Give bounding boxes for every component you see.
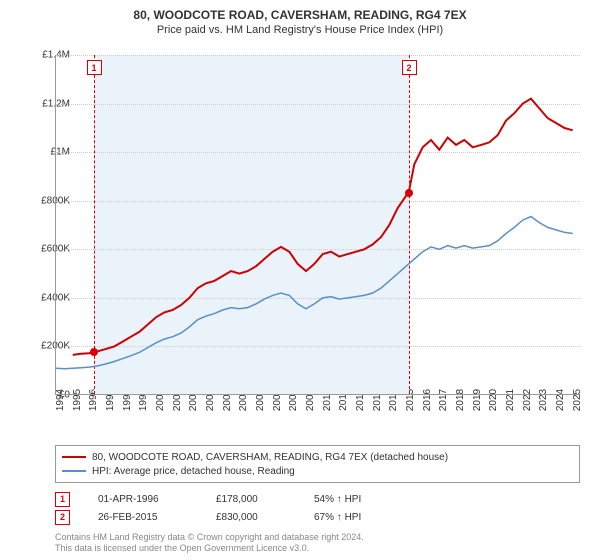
sale-price: £830,000 [216, 512, 286, 523]
footer-attribution: Contains HM Land Registry data © Crown c… [55, 532, 580, 554]
chart-container: 80, WOODCOTE ROAD, CAVERSHAM, READING, R… [0, 0, 600, 560]
sale-date: 01-APR-1996 [98, 494, 188, 505]
sale-row: 2 26-FEB-2015 £830,000 67% ↑ HPI [55, 508, 580, 526]
legend: 80, WOODCOTE ROAD, CAVERSHAM, READING, R… [55, 445, 580, 483]
chart-title: 80, WOODCOTE ROAD, CAVERSHAM, READING, R… [0, 0, 600, 22]
line-series [56, 55, 580, 394]
legend-swatch-icon [62, 456, 86, 458]
sale-price: £178,000 [216, 494, 286, 505]
footer-line: Contains HM Land Registry data © Crown c… [55, 532, 580, 543]
chart-subtitle: Price paid vs. HM Land Registry's House … [0, 22, 600, 36]
marker-flag-icon: 2 [402, 60, 417, 75]
legend-item-hpi: HPI: Average price, detached house, Read… [62, 464, 573, 478]
sales-table: 1 01-APR-1996 £178,000 54% ↑ HPI 2 26-FE… [55, 490, 580, 526]
footer-line: This data is licensed under the Open Gov… [55, 543, 580, 554]
sale-point-icon [90, 348, 98, 356]
marker-flag-icon: 1 [87, 60, 102, 75]
legend-swatch-icon [62, 470, 86, 472]
sale-date: 26-FEB-2015 [98, 512, 188, 523]
legend-label: HPI: Average price, detached house, Read… [92, 466, 295, 477]
sale-point-icon [405, 189, 413, 197]
sale-marker-icon: 1 [55, 492, 70, 507]
legend-label: 80, WOODCOTE ROAD, CAVERSHAM, READING, R… [92, 452, 448, 463]
sale-pct: 54% ↑ HPI [314, 494, 361, 505]
sale-marker-icon: 2 [55, 510, 70, 525]
series-line-hpi [56, 217, 573, 369]
legend-item-property: 80, WOODCOTE ROAD, CAVERSHAM, READING, R… [62, 450, 573, 464]
sale-row: 1 01-APR-1996 £178,000 54% ↑ HPI [55, 490, 580, 508]
plot-area: 12 [55, 55, 580, 395]
sale-pct: 67% ↑ HPI [314, 512, 361, 523]
series-line-property [73, 99, 573, 355]
